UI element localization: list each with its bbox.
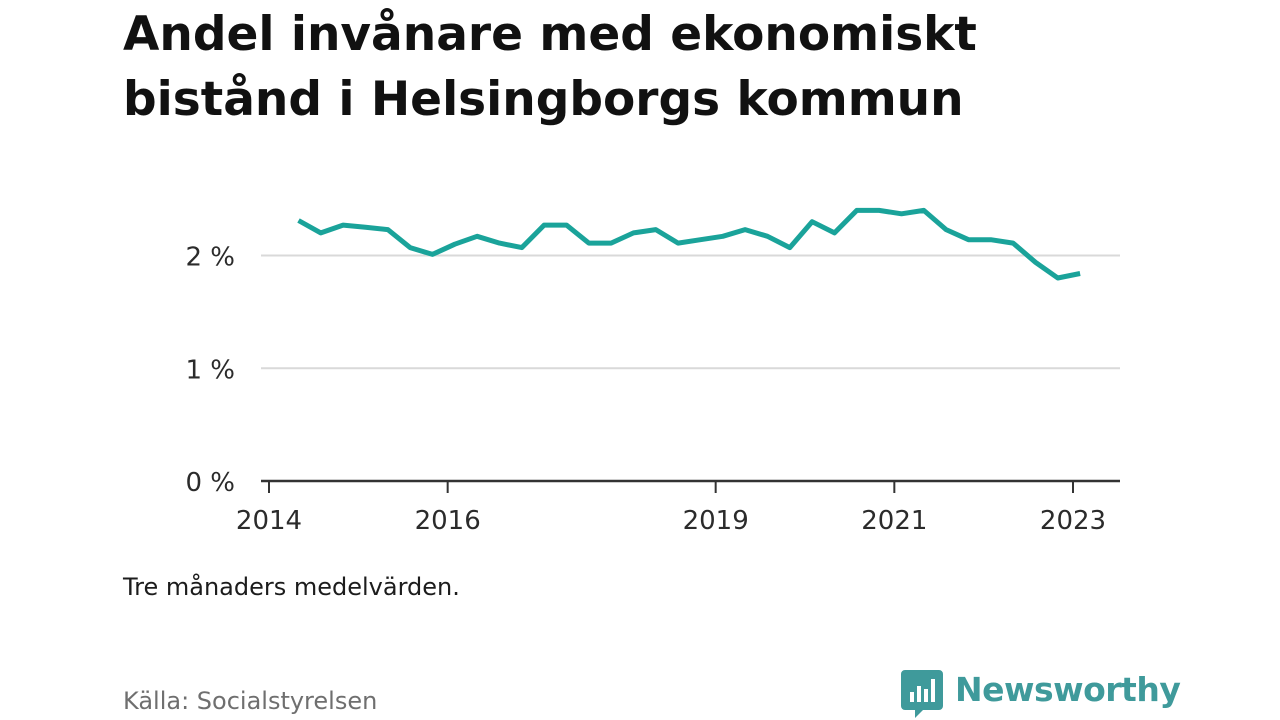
- gridlines: [261, 254, 1120, 370]
- series: [297, 207, 1081, 281]
- y-tick-label: 1 %: [185, 355, 235, 385]
- x-tick-label: 2014: [236, 506, 302, 536]
- brand-logo: Newsworthy: [901, 670, 1181, 720]
- y-tick-label: 2 %: [185, 243, 235, 273]
- x-tick-label: 2023: [1040, 506, 1106, 536]
- x-tick-label: 2016: [415, 506, 481, 536]
- x-tick-label: 2019: [683, 506, 749, 536]
- series-line: [297, 207, 1081, 281]
- newsworthy-logo-icon: [901, 670, 943, 718]
- axes: 0 % 1 % 2 % 2014 2016 2019 2021 2023: [185, 243, 1120, 536]
- brand-name: Newsworthy: [955, 670, 1181, 709]
- y-tick-label: 0 %: [185, 468, 235, 498]
- chart-note: Tre månaders medelvärden.: [123, 573, 460, 601]
- line-chart: 0 % 1 % 2 % 2014 2016 2019 2021 2023: [185, 207, 1120, 536]
- source-label: Källa: Socialstyrelsen: [123, 687, 378, 715]
- chart-title: Andel invånare med ekonomiskt bistånd i …: [123, 7, 977, 127]
- x-tick-label: 2021: [861, 506, 927, 536]
